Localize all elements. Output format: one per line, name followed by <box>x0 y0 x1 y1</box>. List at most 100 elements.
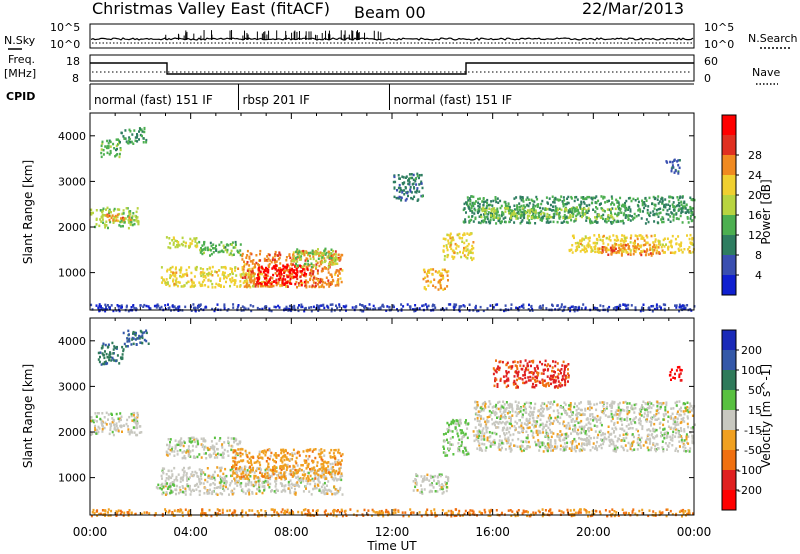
velocity-cell <box>247 480 250 483</box>
velocity-cell <box>284 448 287 452</box>
velocity-cell <box>650 446 653 449</box>
power-cell <box>132 142 135 145</box>
power-cell <box>226 248 229 252</box>
velocity-cell <box>523 449 525 452</box>
power-cell <box>331 303 334 306</box>
velocity-cell <box>249 475 252 478</box>
power-cell <box>594 250 597 254</box>
power-cell <box>168 284 171 288</box>
power-cell <box>259 282 262 285</box>
power-cell <box>406 303 409 306</box>
power-marks <box>90 126 696 313</box>
power-cell <box>608 216 611 220</box>
power-cell <box>223 277 225 280</box>
power-cell <box>249 285 252 289</box>
velocity-cell <box>293 490 296 494</box>
velocity-cell <box>109 352 112 356</box>
velocity-cell <box>649 440 652 443</box>
velocity-cell <box>189 450 192 453</box>
power-cell <box>483 215 486 219</box>
velocity-cell <box>457 447 459 450</box>
velocity-cell <box>103 426 106 430</box>
velocity-cell <box>289 471 292 474</box>
velocity-cell <box>164 479 167 483</box>
power-cell <box>605 250 608 253</box>
velocity-cell <box>248 490 250 494</box>
power-cell <box>112 219 115 222</box>
power-cell <box>330 248 333 251</box>
freq-right-tick-top: 60 <box>704 55 718 68</box>
power-cell <box>463 233 466 236</box>
power-cell <box>661 243 664 246</box>
power-cell <box>619 243 622 246</box>
power-cell <box>278 306 281 309</box>
power-cell <box>576 213 579 216</box>
velocity-cell <box>455 422 458 426</box>
power-cell <box>119 148 122 152</box>
velocity-cell <box>625 425 628 428</box>
power-cell <box>625 214 628 217</box>
power-cell <box>663 205 665 208</box>
power-colorbar-swatch <box>722 195 736 216</box>
power-cell <box>546 207 549 211</box>
velocity-cell <box>275 477 278 480</box>
velocity-cell <box>250 459 252 462</box>
velocity-cell <box>222 472 225 476</box>
power-cell <box>269 259 272 262</box>
velocity-cell <box>232 449 235 452</box>
power-cell <box>333 253 336 256</box>
power-cell <box>206 268 209 271</box>
power-cell <box>100 220 103 223</box>
noise-panel-frame <box>89 23 695 49</box>
velocity-cell <box>429 483 432 486</box>
power-cell <box>441 268 444 271</box>
velocity-cell <box>94 424 97 428</box>
velocity-cell <box>264 468 267 472</box>
velocity-cell <box>426 473 429 477</box>
velocity-cell <box>122 349 125 353</box>
velocity-cell <box>444 481 447 484</box>
power-colorbar-tick-label: 24 <box>748 169 762 182</box>
power-cell <box>627 252 630 256</box>
power-cell <box>663 245 666 248</box>
power-cell <box>604 201 607 204</box>
power-cell <box>283 283 286 286</box>
power-cell <box>134 219 137 222</box>
velocity-cell <box>286 463 289 467</box>
power-cell <box>101 213 104 217</box>
velocity-cell <box>236 484 239 487</box>
power-cell <box>105 305 107 309</box>
power-cell <box>585 197 587 200</box>
velocity-cell <box>132 332 134 335</box>
velocity-cell <box>105 352 108 356</box>
power-cell <box>274 272 277 275</box>
velocity-cell <box>306 475 309 478</box>
power-cell <box>494 196 497 199</box>
power-cell <box>223 305 226 308</box>
power-cell <box>432 268 435 271</box>
power-cell <box>447 279 449 282</box>
velocity-cell <box>261 481 264 485</box>
power-cell <box>220 241 223 244</box>
power-cell <box>621 219 624 223</box>
velocity-cell <box>132 426 135 429</box>
power-cell <box>108 211 110 214</box>
power-cell <box>284 270 286 273</box>
velocity-cell <box>264 476 267 479</box>
power-cell <box>100 148 103 151</box>
velocity-cell <box>162 470 164 474</box>
power-cell <box>322 281 325 284</box>
power-cell <box>596 247 599 250</box>
power-cell <box>265 283 268 286</box>
power-cell <box>538 215 541 218</box>
velocity-cell <box>242 459 245 462</box>
power-cell <box>591 249 594 252</box>
power-cell <box>567 216 570 219</box>
power-cell <box>294 258 297 261</box>
power-cell <box>194 284 197 287</box>
power-cell <box>518 306 521 309</box>
power-cell <box>676 160 679 163</box>
power-cell <box>291 267 294 271</box>
velocity-cell <box>473 439 476 443</box>
velocity-cell <box>232 472 235 475</box>
